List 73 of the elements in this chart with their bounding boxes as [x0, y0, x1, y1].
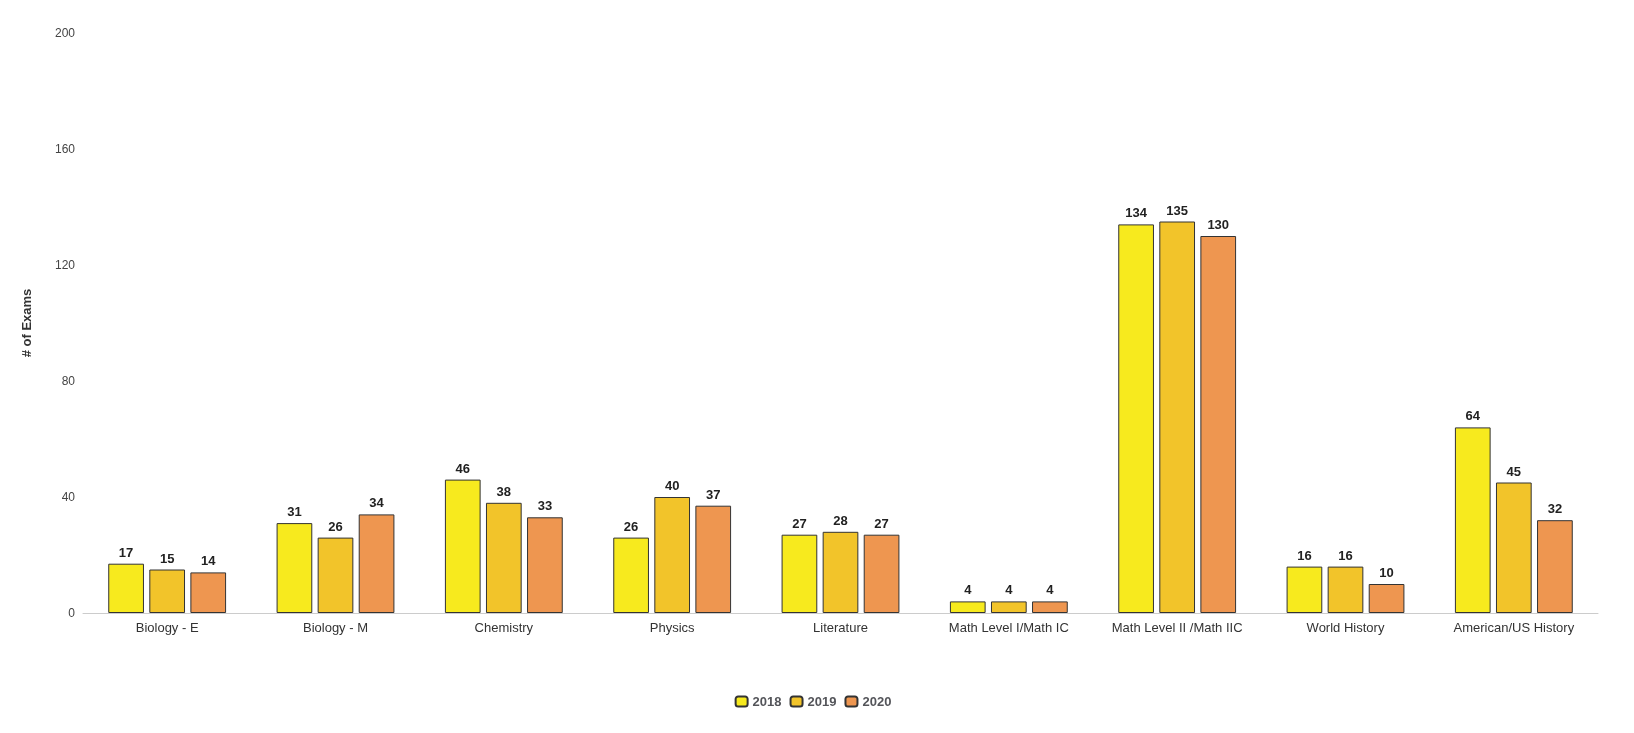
data-label: 27 [792, 515, 807, 531]
data-label: 27 [874, 515, 889, 531]
bar [781, 534, 818, 613]
bar [654, 497, 691, 613]
data-label: 10 [1379, 565, 1394, 580]
data-label: 64 [1465, 408, 1481, 424]
x-tick-label: World History [1306, 620, 1385, 635]
x-tick-label: Physics [649, 620, 696, 635]
bar [1368, 584, 1405, 613]
y-tick-label: 80 [61, 374, 76, 388]
bar [1327, 566, 1364, 613]
bar [1495, 482, 1532, 613]
bar [1200, 236, 1237, 613]
bar [822, 531, 859, 613]
data-label: 34 [369, 495, 385, 511]
legend-label: 2018 [752, 694, 782, 709]
data-label: 46 [455, 460, 470, 476]
bar [990, 601, 1027, 613]
bar [527, 517, 563, 613]
x-tick-label: American/US History [1453, 620, 1575, 635]
y-tick-label: 200 [54, 26, 76, 40]
bar [613, 537, 649, 613]
data-label: 15 [159, 550, 175, 566]
data-label: 16 [1297, 547, 1312, 563]
data-label: 31 [287, 504, 302, 520]
bar [1454, 427, 1491, 613]
bar [1118, 224, 1154, 613]
data-label: 26 [623, 518, 639, 534]
data-label: 37 [706, 486, 721, 502]
data-label: 135 [1166, 202, 1189, 218]
y-tick-label: 120 [54, 258, 76, 272]
x-tick-label: Math Level II /Math IIC [1111, 620, 1243, 635]
data-label: 134 [1125, 205, 1148, 221]
data-label: 28 [833, 512, 848, 528]
legend-label: 2020 [862, 694, 892, 709]
x-tick-label: Biology - E [135, 620, 199, 635]
bar [149, 569, 186, 613]
x-tick-label: Chemistry [474, 620, 534, 635]
bar [358, 514, 395, 613]
bar [695, 505, 732, 613]
data-label: 45 [1506, 463, 1522, 479]
bar [863, 534, 900, 613]
data-label: 32 [1547, 501, 1563, 517]
data-label: 38 [496, 483, 512, 499]
data-label: 14 [201, 553, 217, 569]
data-label: 40 [664, 478, 680, 493]
bar [444, 479, 481, 613]
data-label: 4 [1046, 582, 1055, 598]
bar [485, 502, 522, 613]
bar [1537, 520, 1573, 613]
bar [1032, 601, 1068, 613]
y-tick-label: 160 [54, 142, 76, 156]
x-tick-label: Math Level I/Math IC [948, 620, 1069, 635]
bar [190, 572, 227, 613]
data-label: 16 [1338, 547, 1353, 563]
data-label: 33 [537, 498, 553, 514]
data-label: 17 [118, 544, 134, 560]
y-tick-label: 0 [68, 606, 76, 620]
bar [276, 523, 313, 613]
data-label: 26 [328, 518, 343, 534]
data-label: 4 [964, 582, 973, 598]
y-axis-title: # of Exams [19, 288, 34, 358]
y-tick-label: 40 [61, 490, 76, 504]
bar [1286, 566, 1323, 613]
data-label: 130 [1207, 217, 1230, 232]
bar [1159, 221, 1196, 613]
data-label: 4 [1005, 582, 1014, 598]
x-tick-label: Biology - M [302, 620, 369, 635]
bar [317, 537, 354, 613]
legend-label: 2019 [807, 694, 837, 709]
bar [949, 601, 986, 613]
bar [108, 563, 144, 613]
x-tick-label: Literature [813, 620, 868, 635]
